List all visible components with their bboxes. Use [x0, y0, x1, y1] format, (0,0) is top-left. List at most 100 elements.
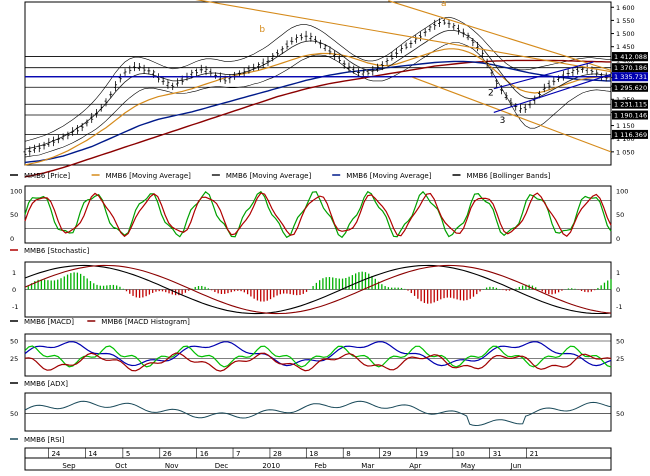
stochastic-panel[interactable]: 0 50 100 0 50 100	[10, 185, 628, 244]
day-label: 8	[346, 450, 350, 458]
y-tick-label: 0	[10, 235, 14, 243]
y-tick-label: -1	[616, 303, 622, 311]
ma-long-line	[24, 59, 611, 178]
wave-label: 2	[488, 88, 494, 98]
ma-short-line	[24, 30, 612, 150]
month-label: Dec	[215, 462, 229, 470]
legend-label: MMB6 [Price]	[24, 172, 70, 180]
y-tick-label: 50	[10, 410, 18, 418]
price-legend: MMB6 [Price] MMB6 [Moving Average] MMB6 [M…	[10, 172, 551, 180]
legend-label: MMB6 [Moving Average]	[346, 172, 432, 180]
y-tick-label: 1 600	[616, 4, 635, 12]
level-box	[612, 82, 648, 92]
day-label: 16	[200, 450, 209, 458]
wave-label: a	[441, 0, 447, 9]
ma-orange-line	[24, 48, 611, 166]
y-tick-label: 50	[10, 211, 18, 219]
macd-line	[24, 264, 612, 315]
level-label: 1 412.088	[614, 53, 647, 61]
trendline	[195, 0, 612, 73]
y-tick-label: 25	[10, 355, 18, 363]
legend-label: MMB6 [RSI]	[24, 436, 65, 444]
bollinger-lower-line	[24, 42, 612, 158]
legend-label: MMB6 [Moving Average]	[226, 172, 312, 180]
day-label: 19	[419, 450, 428, 458]
day-label: 29	[383, 450, 392, 458]
time-axis: 24 14 5 26 16 7 28 18 8 29 19 10 31 21 Sep Oct Nov Dec 201…	[24, 447, 612, 471]
level-box	[612, 63, 648, 73]
month-label: Feb	[314, 462, 327, 470]
y-tick-label: 100	[616, 187, 628, 195]
legend-label: MMB6 [MACD Histogram]	[101, 318, 190, 326]
trendline	[493, 61, 594, 90]
trendline	[388, 0, 612, 71]
bollinger-upper-line	[24, 16, 612, 142]
y-tick-label: 0	[616, 235, 620, 243]
macd-panel[interactable]: -1 -1 0 0 1 1	[12, 261, 622, 318]
y-tick-label: 50	[10, 338, 18, 346]
y-tick-label: 1 150	[616, 122, 635, 130]
trendline	[411, 76, 612, 153]
month-label: Nov	[165, 462, 179, 470]
month-label: 2010	[262, 462, 280, 470]
legend-label: MMB6 [Moving Average]	[106, 172, 192, 180]
y-tick-label: 1 450	[616, 43, 635, 51]
macd-signal-line	[24, 264, 612, 315]
y-tick-label: 0	[12, 286, 16, 294]
stoch-k-line	[24, 190, 612, 239]
trendline	[493, 73, 612, 113]
stochastic-legend: MMB6 [Stochastic]	[10, 247, 90, 255]
month-label: Sep	[62, 462, 76, 470]
level-label: 1 231.115	[614, 101, 647, 109]
day-label: 31	[493, 450, 502, 458]
y-tick-label: 1	[616, 269, 620, 277]
y-tick-label: 1 500	[616, 30, 635, 38]
day-label: 14	[88, 450, 97, 458]
day-label: 24	[51, 450, 60, 458]
month-label: Jun	[510, 462, 522, 470]
level-box	[612, 52, 648, 62]
day-label: 7	[236, 450, 240, 458]
level-label: 1 335.731	[614, 73, 647, 81]
legend-label: MMB6 [Stochastic]	[24, 247, 90, 255]
ma-mid-line	[24, 60, 611, 164]
month-label: Apr	[409, 462, 421, 470]
y-tick-label: 50	[616, 338, 624, 346]
y-tick-label: 0	[616, 286, 620, 294]
y-tick-label: 1 050	[616, 148, 635, 156]
y-tick-label: -1	[12, 303, 18, 311]
legend-label: MMB6 [Bollinger Bands]	[467, 172, 551, 180]
level-label: 1 116.369	[614, 131, 647, 139]
rsi-legend: MMB6 [RSI]	[10, 436, 65, 444]
stoch-d-line	[24, 192, 612, 238]
rsi-panel[interactable]: 50 50	[10, 392, 624, 432]
macd-legend: MMB6 [MACD] MMB6 [MACD Histogram]	[10, 318, 190, 326]
y-tick-label: 1	[12, 269, 16, 277]
adx-line	[24, 341, 612, 367]
day-label: 10	[456, 450, 465, 458]
minus-di-line	[24, 352, 612, 372]
adx-legend: MMB6 [ADX]	[10, 380, 68, 388]
wave-label: 3	[500, 116, 506, 126]
level-label: 1 370.186	[614, 64, 647, 72]
month-label: Mar	[361, 462, 374, 470]
y-tick-label: 1 100	[616, 135, 635, 143]
plus-di-line	[24, 345, 612, 368]
month-label: May	[461, 462, 475, 470]
rsi-line	[24, 400, 612, 427]
level-label: 1 190.146	[614, 112, 647, 120]
legend-label: MMB6 [ADX]	[24, 380, 68, 388]
y-tick-label: 50	[616, 211, 624, 219]
wave-label: b	[259, 25, 265, 35]
legend-label: MMB6 [MACD]	[24, 318, 74, 326]
level-box	[612, 110, 648, 120]
level-label: 1 295.620	[614, 84, 647, 92]
adx-panel[interactable]: 25 25 50 50	[10, 333, 624, 377]
y-tick-label: 1 550	[616, 17, 635, 25]
day-label: 21	[530, 450, 539, 458]
y-tick-label: 25	[616, 355, 624, 363]
day-label: 5	[126, 450, 130, 458]
